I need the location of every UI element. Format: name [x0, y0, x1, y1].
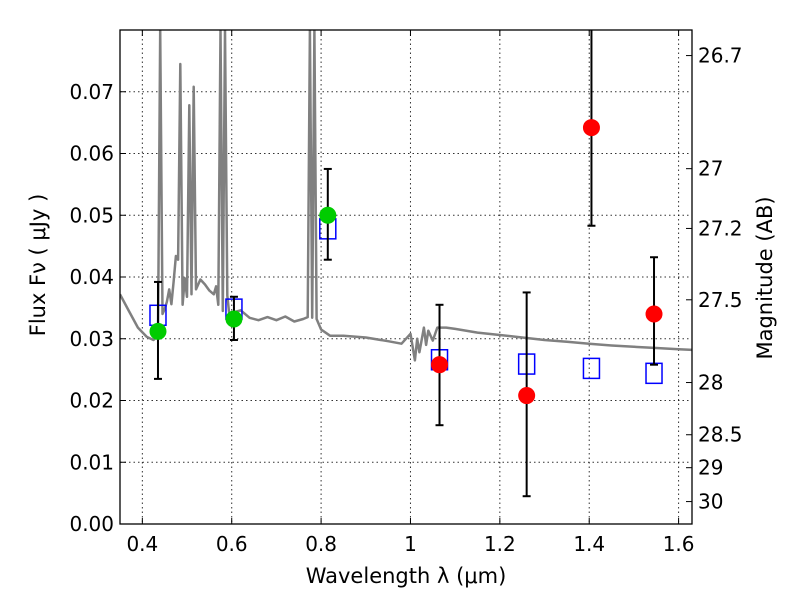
- magnitude-tick-label: 27.5: [698, 288, 743, 312]
- observed-point: [645, 305, 663, 323]
- y-tick-label: 0.05: [69, 203, 114, 227]
- x-tick-label: 0.4: [126, 532, 158, 556]
- sed-template-line: [120, 30, 692, 362]
- magnitude-tick-label: 29: [698, 456, 723, 480]
- x-tick-label: 0.6: [216, 532, 248, 556]
- y-tick-label: 0.04: [69, 265, 114, 289]
- y-tick-label: 0.07: [69, 80, 114, 104]
- magnitude-tick-label: 30: [698, 490, 723, 514]
- magnitude-tick-label: 28.5: [698, 423, 743, 447]
- y-tick-label: 0.06: [69, 142, 114, 166]
- observed-point: [431, 356, 449, 374]
- plot-area: [120, 30, 692, 498]
- observed-point: [518, 387, 536, 405]
- y-tick-label: 0.01: [69, 450, 114, 474]
- y-tick-label: 0.03: [69, 327, 114, 351]
- axis-ticks: 0.4 0.6 0.8 1 1.2 1.4 1.6 0.00 0.01 0.02 0.03 0.04 0…: [69, 30, 743, 556]
- x-tick-label: 1.2: [484, 532, 516, 556]
- magnitude-tick-label: 27.2: [698, 216, 743, 240]
- observed-point: [319, 206, 337, 224]
- y-axis-right-label: Magnitude (AB): [753, 196, 777, 359]
- x-tick-label: 1.6: [663, 532, 695, 556]
- magnitude-tick-label: 26.7: [698, 44, 743, 68]
- observed-point: [225, 310, 243, 328]
- x-tick-label: 1.4: [573, 532, 605, 556]
- model-square-marker: [582, 357, 601, 380]
- y-tick-label: 0.00: [69, 512, 114, 536]
- x-axis-label: Wavelength λ (μm): [306, 564, 507, 588]
- magnitude-tick-label: 28: [698, 371, 723, 395]
- magnitude-tick-label: 27: [698, 157, 723, 181]
- x-tick-label: 1: [404, 532, 417, 556]
- observed-point: [582, 119, 600, 137]
- y-axis-label: Flux Fν ( μJy ): [26, 194, 50, 337]
- observed-point: [149, 322, 167, 340]
- y-tick-label: 0.02: [69, 389, 114, 413]
- x-tick-label: 0.8: [305, 532, 337, 556]
